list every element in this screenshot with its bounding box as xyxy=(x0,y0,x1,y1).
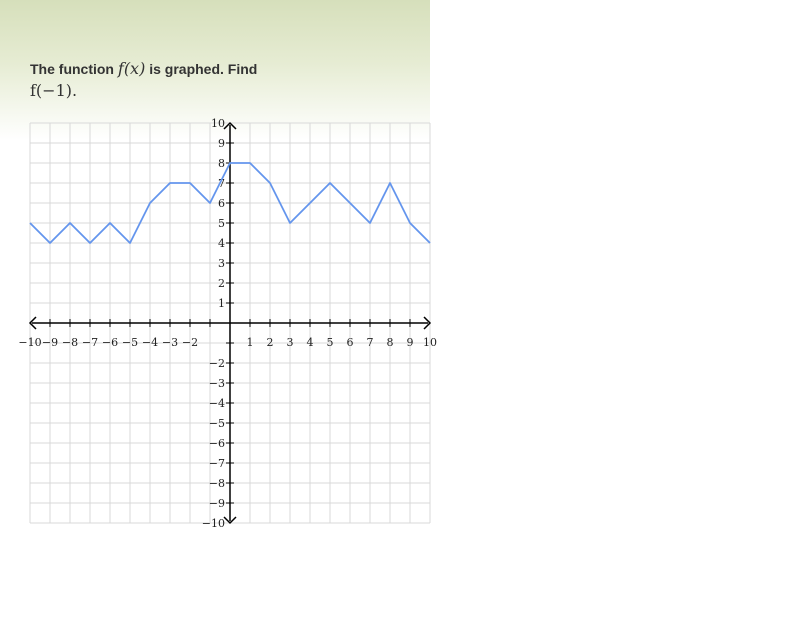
x-tick-label: 7 xyxy=(367,336,374,349)
x-tick-label: 8 xyxy=(387,336,394,349)
x-axis-arrow-left xyxy=(28,316,37,330)
x-tick-label: −10 xyxy=(18,336,41,349)
function-expression: f(x) xyxy=(117,59,146,78)
y-tick-label: −8 xyxy=(209,477,225,490)
x-tick-label: 9 xyxy=(407,336,414,349)
y-tick-label: −9 xyxy=(209,497,225,510)
y-tick-label: −3 xyxy=(209,377,225,390)
question-text: The function f(x) is graphed. Find f(−1)… xyxy=(30,58,330,102)
y-tick-label: 6 xyxy=(218,197,225,210)
x-tick-label: −3 xyxy=(162,336,178,349)
question-text-middle: is graphed. Find xyxy=(149,61,258,77)
y-tick-label: 1 xyxy=(218,297,225,310)
x-tick-label: 10 xyxy=(423,336,437,349)
x-tick-label: 2 xyxy=(267,336,274,349)
data-series xyxy=(29,162,431,244)
y-tick-label: 10 xyxy=(211,117,225,130)
x-tick-label: 5 xyxy=(327,336,334,349)
x-tick-label: −5 xyxy=(122,336,138,349)
y-axis-arrow-up xyxy=(223,121,237,130)
y-tick-label: 7 xyxy=(218,177,225,190)
y-tick-label: −4 xyxy=(209,397,225,410)
y-tick-label: 3 xyxy=(218,257,225,270)
tick-marks xyxy=(49,142,411,504)
x-tick-label: 3 xyxy=(287,336,294,349)
y-tick-label: −7 xyxy=(209,457,225,470)
y-tick-label: −2 xyxy=(209,357,225,370)
x-tick-label: −8 xyxy=(62,336,78,349)
y-tick-label: 4 xyxy=(218,237,225,250)
y-tick-label: −5 xyxy=(209,417,225,430)
axes xyxy=(28,121,432,525)
question-panel xyxy=(0,0,430,140)
target-expression: f(−1). xyxy=(30,81,78,100)
y-axis-arrow-down xyxy=(223,516,237,525)
x-tick-label: −2 xyxy=(182,336,198,349)
x-tick-label: −9 xyxy=(42,336,58,349)
x-tick-label: −7 xyxy=(82,336,98,349)
y-tick-label: −6 xyxy=(209,437,225,450)
tick-labels: −10 −9 −8 −7 −6 −5 −4 −3 −2 1 2 3 4 5 6 7 8 9 10−10−9−8−7−… xyxy=(18,117,437,530)
x-tick-label: 4 xyxy=(307,336,314,349)
y-tick-label: −10 xyxy=(202,517,225,530)
y-tick-label: 8 xyxy=(218,157,225,170)
x-axis-arrow-right xyxy=(423,316,432,330)
function-line xyxy=(29,162,431,244)
y-tick-label: 5 xyxy=(218,217,225,230)
question-text-before: The function xyxy=(30,61,114,77)
x-tick-label: 6 xyxy=(347,336,354,349)
y-tick-label: 9 xyxy=(218,137,225,150)
x-tick-label: −6 xyxy=(102,336,118,349)
x-tick-label: 1 xyxy=(247,336,254,349)
y-tick-label: 2 xyxy=(218,277,225,290)
x-tick-label: −4 xyxy=(142,336,158,349)
